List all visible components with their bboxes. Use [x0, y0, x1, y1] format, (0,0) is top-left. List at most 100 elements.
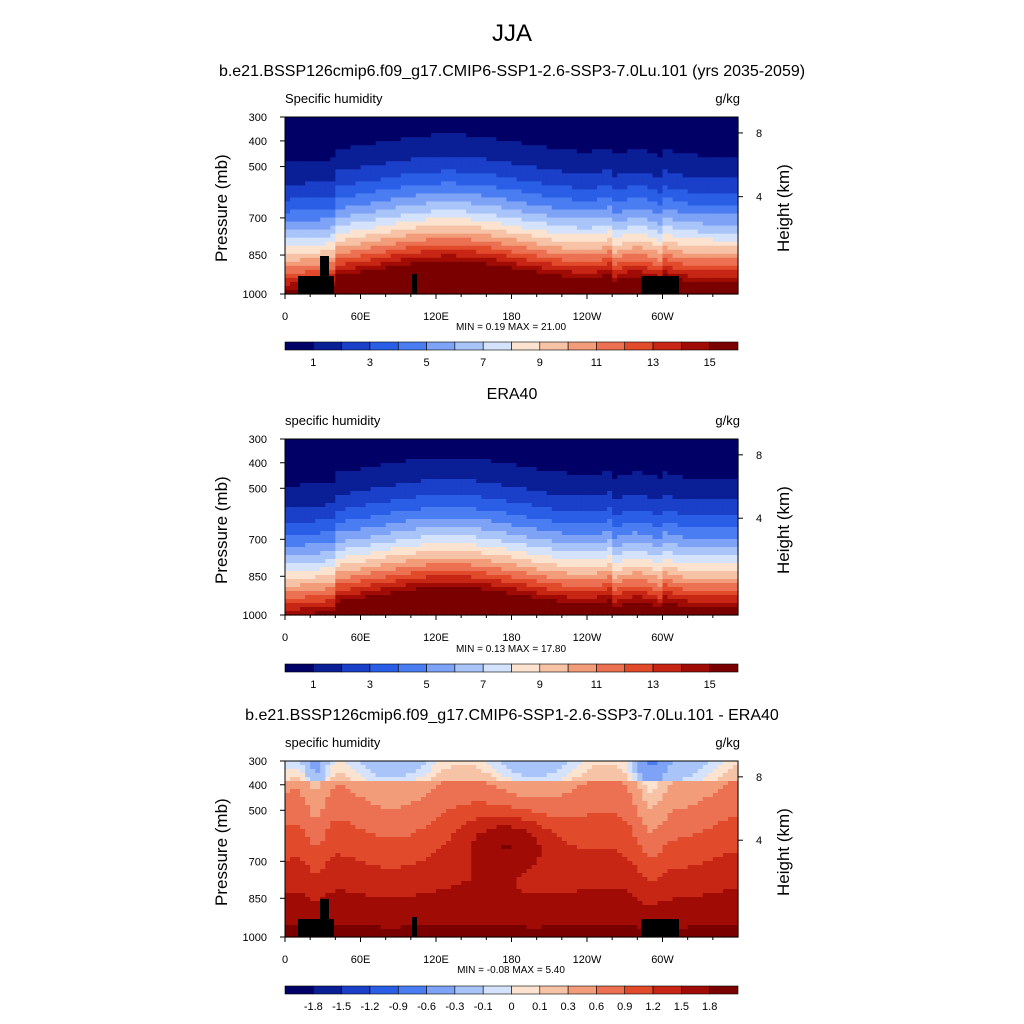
panel1-field-cell: [541, 205, 548, 211]
panel1-field-cell: [617, 281, 623, 287]
panel1-field-cell: [702, 173, 709, 178]
panel1-field-cell: [597, 129, 603, 134]
panel2-field-cell: [430, 439, 437, 444]
panel1-field-cell: [305, 217, 311, 223]
panel2-field-cell: [727, 451, 734, 456]
panel1-field-cell: [345, 225, 352, 231]
panel1-field-cell: [315, 205, 321, 211]
panel2-field-cell: [385, 471, 392, 476]
panel1-field-cell: [365, 197, 372, 203]
panel1-field-cell: [622, 181, 628, 186]
panel1-field-cell: [697, 169, 704, 174]
panel1-field-cell: [627, 133, 633, 138]
panel2-field-cell: [566, 463, 573, 468]
panel1-field-cell: [722, 277, 729, 283]
panel1-field-cell: [370, 133, 377, 138]
panel1-field-cell: [576, 201, 583, 207]
panel1-field-cell: [441, 129, 447, 134]
panel1-field-cell: [587, 229, 593, 235]
panel1-field-cell: [375, 233, 382, 239]
panel1-field-cell: [305, 165, 311, 170]
panel1-field-cell: [551, 129, 558, 134]
panel2-field-cell: [365, 443, 372, 448]
panel1-field-cell: [597, 205, 603, 211]
panel1-field-cell: [310, 265, 316, 271]
panel1-field-cell: [521, 145, 528, 150]
panel1-field-cell: [627, 129, 633, 134]
panel2-field-cell: [702, 463, 709, 468]
panel1-field-cell: [481, 277, 487, 283]
panel1-field-cell: [702, 189, 709, 195]
panel1-field-cell: [667, 145, 674, 150]
panel1-field-cell: [345, 165, 352, 170]
panel1-field-cell: [682, 225, 689, 231]
panel1-field-cell: [446, 237, 452, 243]
panel1-field-cell: [290, 145, 296, 150]
panel1-field-cell: [290, 157, 296, 162]
panel1-field-cell: [612, 117, 618, 122]
panel1-field-cell: [425, 193, 432, 199]
panel2-field-cell: [380, 463, 387, 468]
panel1-field-cell: [310, 181, 316, 186]
panel1-field-cell: [521, 177, 528, 182]
panel2-field-cell: [360, 463, 367, 468]
panel1-field-cell: [702, 281, 709, 287]
panel1-field-cell: [617, 185, 623, 191]
panel1-field-cell: [612, 285, 618, 291]
panel2-field-cell: [425, 471, 432, 476]
panel1-field-cell: [446, 265, 452, 271]
panel1-field-cell: [410, 249, 417, 255]
panel1-field-cell: [390, 273, 397, 279]
panel1-field-cell: [330, 221, 336, 227]
panel1-field-cell: [622, 229, 628, 235]
panel2-field-cell: [335, 439, 341, 444]
panel1-field-cell: [395, 133, 402, 138]
panel1-field-cell: [597, 125, 603, 130]
panel1-field-cell: [581, 233, 588, 239]
panel1-field-cell: [471, 265, 477, 271]
panel2-field-cell: [491, 455, 497, 460]
panel1-field-cell: [647, 201, 654, 207]
panel2-field-cell: [436, 463, 442, 468]
panel1-field-cell: [576, 117, 583, 122]
panel1-field-cell: [375, 137, 382, 142]
panel2-field-cell: [612, 459, 618, 464]
panel1-field-cell: [436, 153, 442, 158]
panel1-field-cell: [340, 181, 346, 186]
panel1-field-cell: [592, 265, 598, 271]
panel1-field-cell: [491, 129, 497, 134]
panel1-field-cell: [516, 241, 523, 247]
panel1-field-cell: [325, 181, 331, 186]
panel2-field-cell: [531, 443, 538, 448]
panel1-field-cell: [441, 189, 447, 195]
panel1-field-cell: [315, 145, 321, 150]
panel1-field-cell: [451, 285, 457, 291]
panel1-field-cell: [622, 157, 628, 162]
panel1-field-cell: [727, 145, 734, 150]
panel1-field-cell: [587, 197, 593, 203]
panel1-field-cell: [496, 273, 503, 279]
panel1-field-cell: [295, 281, 301, 287]
panel1-field-cell: [446, 169, 452, 174]
panel2-field-cell: [571, 471, 578, 476]
panel1-field-cell: [677, 165, 684, 170]
panel1-field-cell: [385, 137, 392, 142]
panel2-field-cell: [466, 479, 472, 484]
panel2-field-cell: [486, 447, 492, 452]
panel1-field-cell: [340, 165, 346, 170]
panel2-field-cell: [340, 479, 346, 484]
panel1-field-cell: [501, 265, 508, 271]
panel2-field-cell: [561, 471, 568, 476]
panel1-field-cell: [446, 129, 452, 134]
panel1-field-cell: [531, 181, 538, 186]
panel1-field-cell: [551, 133, 558, 138]
panel1-field-cell: [717, 169, 724, 174]
panel1-field-cell: [305, 269, 311, 275]
panel1-field-cell: [627, 217, 633, 223]
panel2-field-cell: [722, 447, 729, 452]
panel2-field-cell: [556, 459, 563, 464]
panel1-field-cell: [390, 145, 397, 150]
panel1-field-cell: [702, 117, 709, 122]
panel1-field-cell: [415, 117, 422, 122]
panel1-field-cell: [451, 229, 457, 235]
